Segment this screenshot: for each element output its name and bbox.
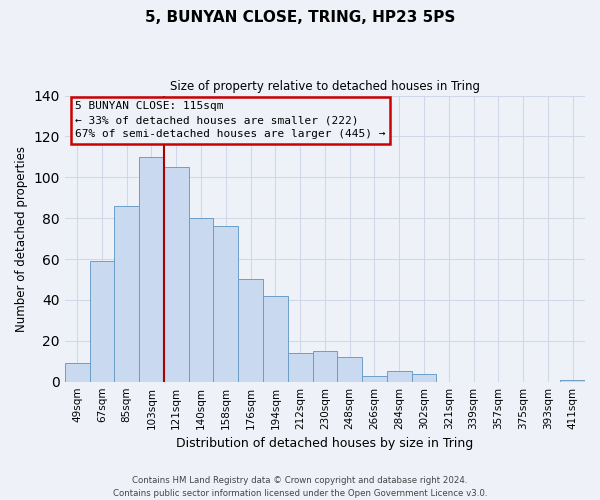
Bar bbox=[238, 280, 263, 382]
Text: 5 BUNYAN CLOSE: 115sqm
← 33% of detached houses are smaller (222)
67% of semi-de: 5 BUNYAN CLOSE: 115sqm ← 33% of detached… bbox=[75, 102, 386, 140]
Text: 5, BUNYAN CLOSE, TRING, HP23 5PS: 5, BUNYAN CLOSE, TRING, HP23 5PS bbox=[145, 10, 455, 25]
Text: Contains HM Land Registry data © Crown copyright and database right 2024.
Contai: Contains HM Land Registry data © Crown c… bbox=[113, 476, 487, 498]
Bar bbox=[288, 353, 313, 382]
Bar bbox=[115, 206, 139, 382]
Bar bbox=[89, 261, 115, 382]
X-axis label: Distribution of detached houses by size in Tring: Distribution of detached houses by size … bbox=[176, 437, 473, 450]
Bar bbox=[214, 226, 238, 382]
Y-axis label: Number of detached properties: Number of detached properties bbox=[15, 146, 28, 332]
Bar bbox=[412, 374, 436, 382]
Bar bbox=[387, 372, 412, 382]
Bar bbox=[337, 357, 362, 382]
Bar bbox=[362, 376, 387, 382]
Bar bbox=[263, 296, 288, 382]
Bar bbox=[188, 218, 214, 382]
Bar bbox=[164, 167, 188, 382]
Title: Size of property relative to detached houses in Tring: Size of property relative to detached ho… bbox=[170, 80, 480, 93]
Bar bbox=[65, 364, 89, 382]
Bar bbox=[313, 351, 337, 382]
Bar bbox=[139, 157, 164, 382]
Bar bbox=[560, 380, 585, 382]
